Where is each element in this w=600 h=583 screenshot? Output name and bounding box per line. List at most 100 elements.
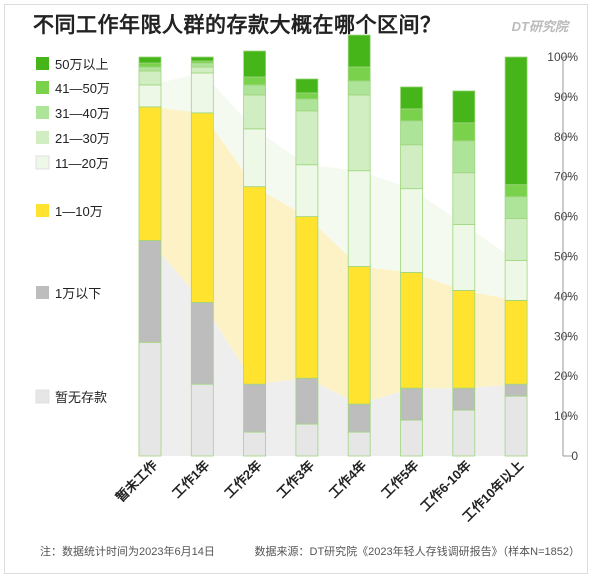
x-tick-label: 暂未工作: [113, 458, 160, 505]
bar-segment-5-5: [400, 120, 423, 146]
bar-segment-4-7: [347, 34, 371, 68]
bar-segment-2-1: [243, 383, 267, 433]
bar-segment-4-4: [347, 94, 371, 172]
y-tick-label: 60%: [554, 210, 578, 224]
bar-segment-4-0: [347, 431, 371, 457]
bar-segment-5-3: [400, 188, 423, 273]
bar-segment-1-2: [190, 112, 214, 303]
bar-segment-3-3: [295, 164, 319, 217]
bar-segment-7-1: [504, 383, 528, 397]
bar-segment-6-7: [452, 90, 476, 124]
bar-segment-7-4: [504, 218, 528, 261]
x-tick-label: 工作4年: [326, 458, 369, 501]
legend-swatch: [36, 106, 49, 119]
legend-swatch: [36, 204, 49, 217]
legend-label: 31—40万: [55, 106, 110, 121]
y-tick-label: 30%: [554, 329, 578, 343]
bar-segment-6-3: [452, 224, 476, 291]
y-tick-label: 70%: [554, 170, 578, 184]
bar-segment-6-0: [452, 409, 476, 457]
legend-swatch: [36, 81, 49, 94]
bars: [138, 34, 528, 457]
bar-segment-6-2: [452, 290, 476, 389]
bar-segment-3-5: [295, 98, 319, 112]
band-110k-200k: [150, 73, 517, 301]
y-tick-label: 10%: [554, 409, 578, 423]
bar-segment-1-4: [190, 66, 214, 74]
legend-label: 1—10万: [55, 204, 103, 219]
legend-swatch: [36, 286, 49, 299]
bar-segment-3-1: [295, 377, 319, 425]
bar-segment-2-6: [243, 76, 267, 86]
legend-swatch: [35, 155, 50, 170]
bar-segment-5-1: [400, 387, 423, 421]
bar-segment-1-0: [190, 383, 214, 457]
bar-segment-5-4: [400, 144, 423, 190]
legend-label: 50万以上: [55, 57, 108, 72]
bar-segment-0-3: [138, 84, 162, 108]
bar-segment-1-1: [190, 301, 214, 385]
bar-segment-0-5: [138, 66, 162, 72]
legend-swatch: [36, 57, 49, 70]
legend-label: 暂无存款: [55, 390, 107, 405]
bar-segment-3-0: [295, 423, 319, 457]
bar-segment-0-4: [138, 70, 162, 86]
bar-segment-2-2: [243, 186, 267, 385]
bar-segment-5-7: [400, 86, 423, 110]
chart-title: 不同工作年限人群的存款大概在哪个区间？: [33, 14, 442, 37]
band-no-savings: [150, 342, 517, 456]
bar-segment-6-1: [452, 387, 476, 411]
bar-segment-0-2: [138, 106, 162, 241]
bar-segment-6-6: [452, 122, 476, 142]
legend-label: 21—30万: [55, 131, 110, 146]
x-tick-label: 工作3年: [274, 458, 317, 501]
bar-segment-3-4: [295, 110, 319, 166]
legend-label: 41—50万: [55, 81, 110, 96]
x-tick-label: 工作2年: [221, 458, 264, 501]
bar-segment-2-0: [243, 431, 267, 457]
bar-segment-2-4: [243, 94, 267, 130]
bar-segment-7-7: [504, 56, 528, 186]
bar-segment-0-0: [138, 341, 162, 457]
bar-segment-1-5: [190, 62, 214, 68]
band-10k-100k: [150, 106, 517, 405]
y-tick-label: 50%: [554, 250, 578, 264]
bar-segment-3-2: [295, 216, 319, 379]
y-tick-label: 90%: [554, 90, 578, 104]
y-tick-label: 0: [571, 449, 578, 463]
bar-segment-3-7: [295, 78, 319, 94]
legend-swatch: [35, 389, 50, 404]
bar-segment-2-3: [243, 128, 267, 188]
data-source: 数据来源：DT研究院《2023年轻人存钱调研报告》（样本N=1852）: [254, 546, 580, 558]
chart-frame: [4, 4, 588, 574]
brand-logo: DT研究院: [511, 19, 568, 34]
legend-label: 11—20万: [55, 156, 109, 171]
bar-segment-2-5: [243, 84, 267, 96]
connector-bands: [150, 73, 517, 456]
bar-segment-7-2: [504, 299, 528, 385]
band-under-10k: [150, 240, 517, 433]
y-axis: 010%20%30%40%50%60%70%80%90%100%: [547, 50, 578, 463]
bar-segment-0-1: [138, 240, 162, 343]
bar-segment-4-1: [347, 403, 371, 433]
bar-segment-7-5: [504, 196, 528, 219]
bar-segment-2-7: [243, 50, 267, 78]
legend-label: 1万以下: [55, 286, 101, 301]
bar-segment-4-6: [347, 66, 371, 82]
x-tick-label: 工作1年: [169, 458, 212, 501]
bar-segment-5-6: [400, 108, 423, 122]
bar-segment-5-2: [400, 272, 423, 389]
bar-segment-0-6: [138, 62, 162, 68]
bar-segment-4-2: [347, 266, 371, 405]
x-tick-label: 工作5年: [378, 458, 421, 501]
bar-segment-3-6: [295, 92, 319, 100]
bar-segment-6-4: [452, 172, 476, 225]
legend-swatch: [36, 131, 49, 144]
y-tick-label: 20%: [554, 369, 578, 383]
bar-segment-5-0: [400, 419, 423, 457]
bar-segment-1-3: [190, 72, 214, 114]
y-tick-label: 80%: [554, 130, 578, 144]
legend: 暂无存款 1万以下 1—10万 11—20万 21—30万 31—40万 41—50万 50万…: [35, 57, 110, 405]
